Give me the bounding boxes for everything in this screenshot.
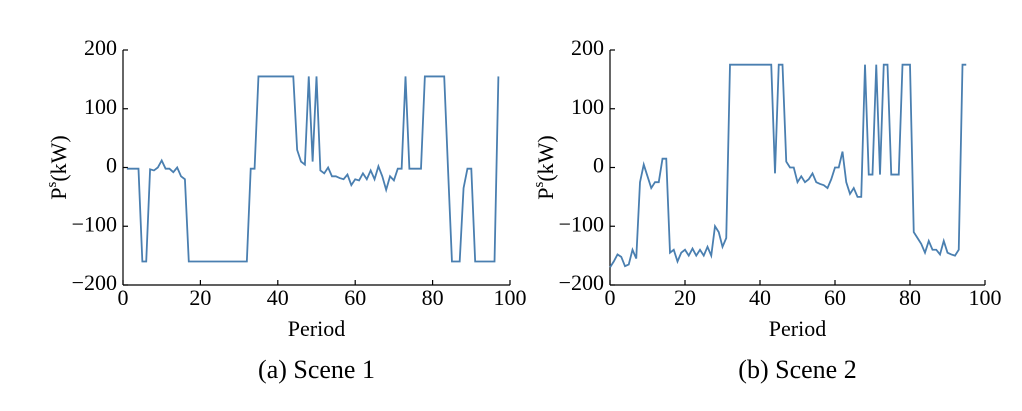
x-tick-label: 40 — [749, 285, 771, 310]
y-tick-label: 0 — [106, 153, 117, 178]
x-axis-label: Period — [288, 316, 345, 341]
x-tick-label: 60 — [824, 285, 846, 310]
y-axis-label-main: P — [533, 188, 558, 200]
y-tick-label: 200 — [84, 35, 117, 60]
y-tick-label: −100 — [72, 211, 117, 236]
chart-title: (a) Scene 1 — [258, 355, 375, 384]
x-tick-label: 80 — [422, 285, 444, 310]
y-axis-label-unit: (kW) — [46, 135, 71, 181]
y-axis-label: Ps(kW) — [531, 135, 558, 200]
y-tick-label: 100 — [84, 94, 117, 119]
data-line — [126, 75, 500, 263]
x-tick-label: 20 — [674, 285, 696, 310]
y-tick-label: −100 — [559, 211, 604, 236]
data-line — [609, 63, 967, 268]
x-tick-label: 20 — [189, 285, 211, 310]
x-tick-label: 40 — [267, 285, 289, 310]
x-tick-label: 0 — [118, 285, 129, 310]
y-axis-label-sup: s — [531, 182, 547, 188]
y-tick-label: 0 — [593, 153, 604, 178]
y-axis-label-main: P — [46, 188, 71, 200]
y-axis-label-sup: s — [44, 182, 60, 188]
y-axis-label-unit: (kW) — [533, 135, 558, 181]
y-tick-label: 200 — [571, 35, 604, 60]
x-tick-label: 100 — [494, 285, 527, 310]
x-axis-label: Period — [769, 316, 826, 341]
y-tick-label: −200 — [559, 270, 604, 295]
x-tick-label: 60 — [344, 285, 366, 310]
x-tick-label: 100 — [969, 285, 1002, 310]
y-tick-label: −200 — [72, 270, 117, 295]
x-tick-label: 80 — [899, 285, 921, 310]
chart-title: (b) Scene 2 — [738, 355, 856, 384]
x-tick-label: 0 — [605, 285, 616, 310]
y-axis-label: Ps(kW) — [44, 135, 71, 200]
y-tick-label: 100 — [571, 94, 604, 119]
